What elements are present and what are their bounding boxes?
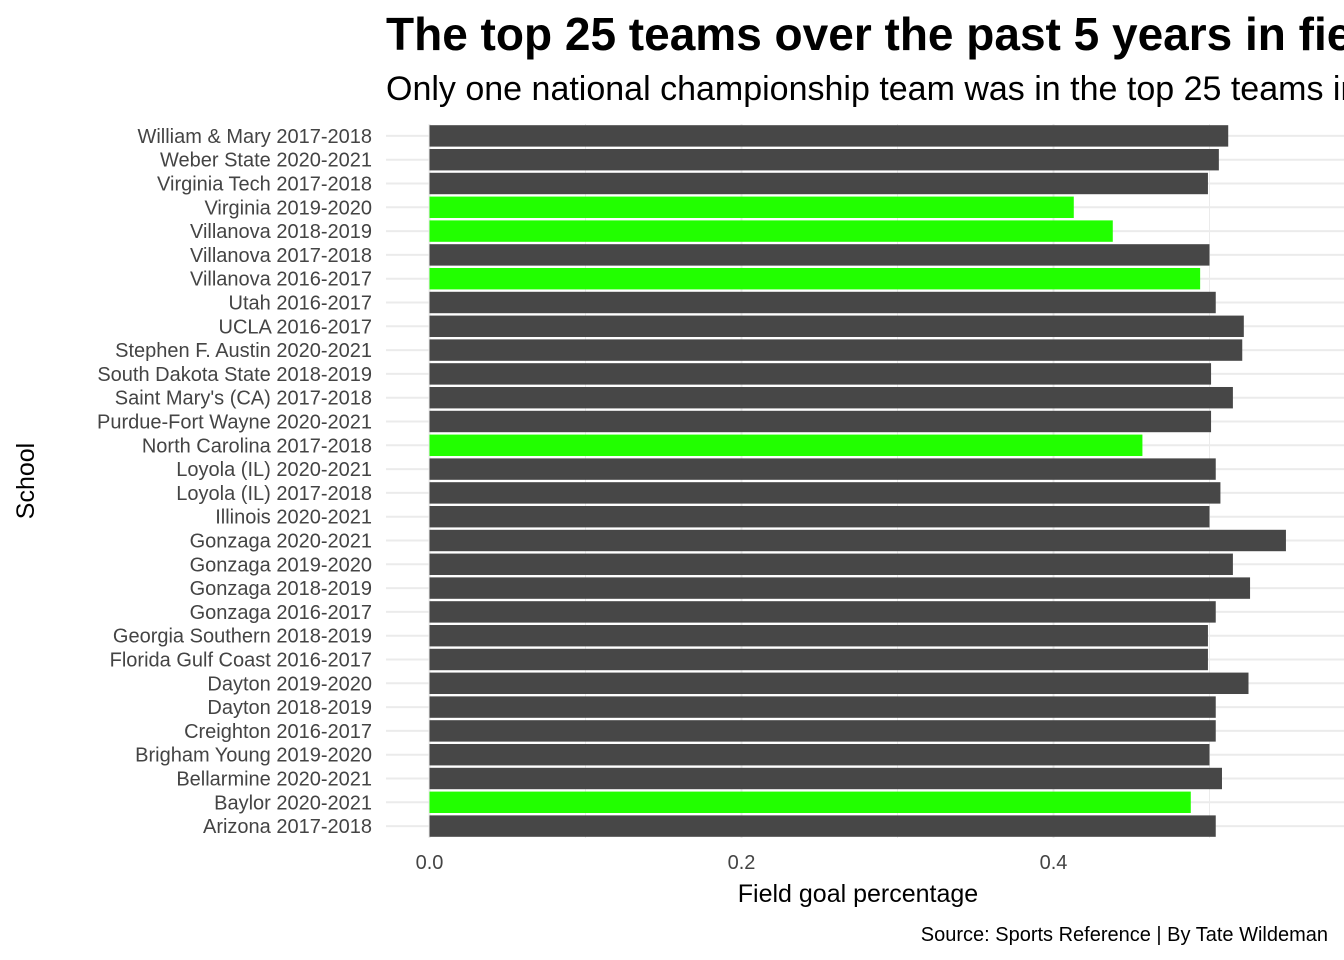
bar (429, 553, 1233, 576)
y-tick-label: Gonzaga 2020-2021 (190, 531, 372, 553)
x-tick-label: 0.4 (1040, 852, 1068, 874)
bar (429, 267, 1201, 290)
x-tick-label: 0.0 (416, 852, 444, 874)
bar (429, 601, 1216, 623)
bar (429, 767, 1222, 790)
y-tick-label: Dayton 2019-2020 (207, 673, 372, 695)
y-tick-label: Stephen F. Austin 2020-2021 (115, 340, 372, 362)
y-tick-label: Dayton 2018-2019 (207, 697, 372, 719)
bar (429, 339, 1243, 361)
bar (429, 696, 1216, 718)
bar (429, 172, 1208, 195)
bar (429, 672, 1249, 695)
bar (429, 363, 1212, 385)
y-tick-label: South Dakota State 2018-2019 (97, 364, 372, 386)
y-tick-label: Villanova 2016-2017 (190, 269, 372, 291)
bar (429, 125, 1229, 147)
y-tick-label: Baylor 2020-2021 (214, 792, 372, 814)
bar (429, 386, 1233, 409)
bar (429, 743, 1210, 766)
chart-subtitle: Only one national championship team was … (386, 70, 1344, 108)
y-tick-label: Virginia 2019-2020 (204, 197, 372, 219)
bar (429, 505, 1210, 528)
bar (429, 720, 1216, 742)
y-axis-label: School (12, 443, 40, 519)
bar (429, 410, 1212, 433)
bar (429, 458, 1216, 480)
x-tick-label: 0.2 (728, 852, 756, 874)
bar (429, 791, 1191, 814)
bars (429, 125, 1286, 837)
bar (429, 315, 1244, 338)
y-tick-label: Purdue-Fort Wayne 2020-2021 (97, 412, 372, 434)
y-tick-label: Loyola (IL) 2017-2018 (176, 483, 372, 505)
y-tick-label: Saint Mary's (CA) 2017-2018 (115, 388, 372, 410)
bar (429, 291, 1216, 314)
bar (429, 220, 1113, 242)
y-tick-label: Brigham Young 2019-2020 (135, 745, 372, 767)
y-tick-label: Gonzaga 2018-2019 (190, 578, 372, 600)
bar (429, 648, 1208, 671)
y-tick-label: UCLA 2016-2017 (219, 316, 372, 338)
bar (429, 577, 1251, 599)
chart-caption: Source: Sports Reference | By Tate Wilde… (921, 924, 1328, 946)
x-tick-labels: 0.0 0.2 0.4 (416, 852, 1068, 874)
y-tick-label: Illinois 2020-2021 (215, 507, 372, 529)
y-tick-label: Virginia Tech 2017-2018 (157, 174, 372, 196)
y-tick-label: Creighton 2016-2017 (184, 721, 372, 743)
y-tick-label: William & Mary 2017-2018 (137, 126, 372, 148)
x-axis-label: Field goal percentage (738, 880, 978, 908)
bar (429, 196, 1074, 219)
y-tick-label: Arizona 2017-2018 (203, 816, 372, 838)
chart-title: The top 25 teams over the past 5 years i… (386, 8, 1344, 60)
y-tick-label: Florida Gulf Coast 2016-2017 (110, 650, 372, 672)
bar (429, 148, 1219, 171)
y-tick-label: Weber State 2020-2021 (160, 150, 372, 172)
bar (429, 529, 1286, 552)
y-tick-label: Georgia Southern 2018-2019 (113, 626, 372, 648)
bar (429, 244, 1210, 266)
bar (429, 815, 1216, 837)
y-tick-label: Villanova 2017-2018 (190, 245, 372, 267)
bar (429, 624, 1208, 647)
bar (429, 434, 1143, 457)
y-tick-label: North Carolina 2017-2018 (142, 435, 372, 457)
bar (429, 482, 1221, 504)
y-tick-label: Utah 2016-2017 (229, 293, 372, 315)
y-tick-label: Loyola (IL) 2020-2021 (176, 459, 372, 481)
y-tick-label: Gonzaga 2019-2020 (190, 554, 372, 576)
y-tick-label: Bellarmine 2020-2021 (176, 769, 372, 791)
y-tick-label: Villanova 2018-2019 (190, 221, 372, 243)
y-tick-label: Gonzaga 2016-2017 (190, 602, 372, 624)
